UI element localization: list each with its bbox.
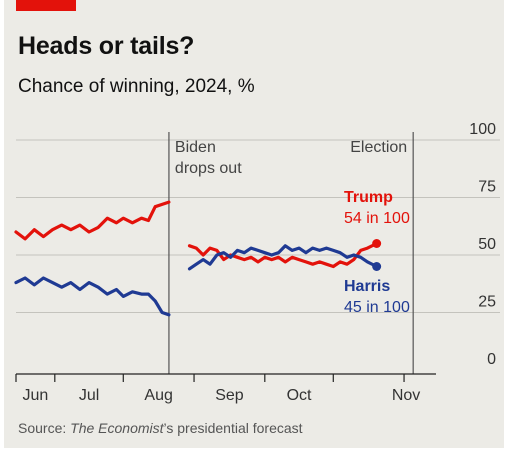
x-tick-label-nov: Nov (392, 387, 420, 404)
series-value-trump: 54 in 100 (344, 210, 410, 227)
series-line-harris-1 (187, 244, 379, 271)
y-tick-label-75: 75 (478, 179, 496, 196)
y-axis-labels: 0 25 50 75 100 (469, 121, 496, 368)
y-tick-label-25: 25 (478, 294, 496, 311)
brand-bar (16, 0, 76, 11)
x-tick-label-jul: Jul (79, 387, 99, 404)
y-tick-label-50: 50 (478, 236, 496, 253)
end-point-harris (372, 262, 382, 271)
series-value-harris: 45 in 100 (344, 299, 410, 316)
series-labels: Trump 54 in 100 Harris 45 in 100 (344, 189, 410, 316)
source-suffix: ’s presidential forecast (163, 420, 303, 436)
annotation-label-0-0: Biden (175, 139, 216, 156)
source-prefix: Source: (18, 420, 71, 436)
chart-title: Heads or tails? (18, 32, 195, 60)
x-tick-label-oct: Oct (287, 387, 312, 404)
end-point-trump (372, 239, 382, 248)
series-line-trump-0 (14, 200, 171, 241)
x-axis: Jun Jul Aug Sep Oct Nov (15, 373, 436, 404)
y-tick-label-0: 0 (487, 351, 496, 368)
chart-card: Heads or tails? Chance of winning, 2024,… (4, 0, 504, 448)
annotation-label-1-0: Election (350, 139, 407, 156)
source-note: Source: The Economist’s presidential for… (18, 420, 303, 436)
x-tick-label-sep: Sep (215, 387, 244, 404)
series-line-harris-0 (14, 276, 171, 317)
gridlines (16, 139, 500, 313)
chart-subtitle: Chance of winning, 2024, % (18, 76, 255, 97)
annotation-label-0-1: drops out (175, 160, 242, 177)
series-lines (14, 200, 382, 317)
series-name-harris: Harris (344, 278, 390, 295)
series-name-trump: Trump (344, 189, 393, 206)
y-tick-label-100: 100 (469, 121, 496, 138)
line-chart: Biden drops out Election 0 25 50 75 100 Jun Jul… (14, 121, 500, 404)
annotations: Biden drops out Election (168, 132, 414, 374)
x-tick-label-aug: Aug (144, 387, 172, 404)
x-tick-label-jun: Jun (23, 387, 49, 404)
source-publication: The Economist (70, 420, 164, 436)
